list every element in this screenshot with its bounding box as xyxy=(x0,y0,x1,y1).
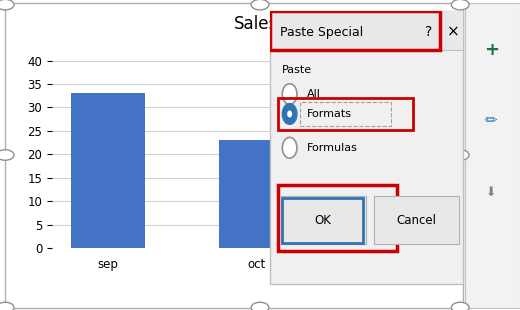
Text: Cancel: Cancel xyxy=(397,214,437,227)
Text: Paste Special: Paste Special xyxy=(280,26,363,39)
Text: OK: OK xyxy=(314,214,331,227)
Text: +: + xyxy=(484,41,499,59)
Title: Sales: Sales xyxy=(234,15,278,33)
Circle shape xyxy=(282,104,297,124)
FancyBboxPatch shape xyxy=(270,11,463,51)
Text: All: All xyxy=(307,89,321,99)
Text: ⬇: ⬇ xyxy=(486,186,497,199)
Text: ?: ? xyxy=(424,25,432,39)
Circle shape xyxy=(287,110,292,117)
Circle shape xyxy=(282,137,297,158)
Text: Paste: Paste xyxy=(282,64,312,74)
Bar xyxy=(71,93,145,248)
Circle shape xyxy=(282,84,297,104)
Text: ✏: ✏ xyxy=(485,113,498,128)
FancyBboxPatch shape xyxy=(281,196,366,244)
Text: Formulas: Formulas xyxy=(307,143,358,153)
Text: Formats: Formats xyxy=(307,109,352,119)
Bar xyxy=(368,234,441,248)
Text: ×: × xyxy=(447,24,460,40)
Bar xyxy=(219,140,293,248)
FancyBboxPatch shape xyxy=(374,196,459,244)
